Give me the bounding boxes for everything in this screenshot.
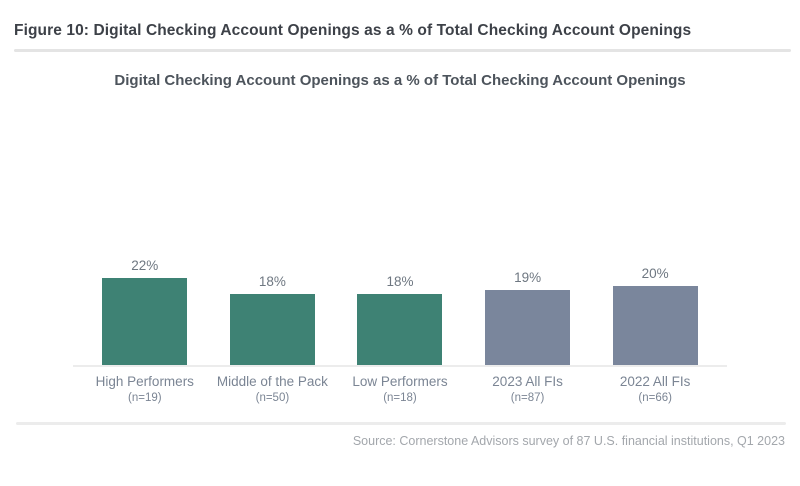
sample-size-label: (n=18) [383,392,417,404]
category-label: 2022 All FIs [619,374,691,389]
chart-title: Digital Checking Account Openings as a %… [114,72,686,89]
bar-group: 18% [209,274,337,365]
header-divider [14,49,791,52]
bar-value-label: 22% [131,258,159,273]
bar-value-label: 19% [514,270,542,285]
bar [102,278,188,365]
bar [485,290,571,365]
sample-size-label: (n=87) [510,392,545,404]
sample-size-label: (n=50) [255,392,290,404]
bar-group: 20% [591,266,719,365]
bar-value-label: 18% [386,274,414,289]
labels-row: High Performers (n=19) Middle of the Pack (… [73,367,727,405]
source-note: Source: Cornerstone Advisors survey of 8… [352,434,785,448]
footer-divider [16,422,786,425]
category-label: 2023 All FIs [492,374,563,389]
figure-title: Figure 10: Digital Checking Account Open… [14,22,692,39]
bars-row: 22% 18% 18% 19% 20% [73,91,727,367]
bar-group: 22% [81,258,209,365]
bar-group: 18% [336,274,464,365]
bar-chart: 22% 18% 18% 19% 20% High Performers (n=19) Mid… [73,91,727,405]
bar-value-label: 18% [258,274,286,289]
category-label-group: Low Performers (n=18) [336,374,464,405]
category-label: Low Performers [352,374,448,389]
bar [612,286,698,365]
sample-size-label: (n=19) [128,392,162,404]
category-label-group: 2023 All FIs (n=87) [464,374,592,405]
category-label-group: Middle of the Pack (n=50) [209,374,337,405]
category-label-group: High Performers (n=19) [81,374,209,405]
category-label: Middle of the Pack [216,374,328,389]
sample-size-label: (n=66) [638,392,672,404]
bar [357,294,443,365]
category-label-group: 2022 All FIs (n=66) [591,374,719,405]
bar [229,294,315,365]
bar-group: 19% [464,270,592,365]
category-label: High Performers [95,374,194,389]
bar-value-label: 20% [641,266,669,281]
